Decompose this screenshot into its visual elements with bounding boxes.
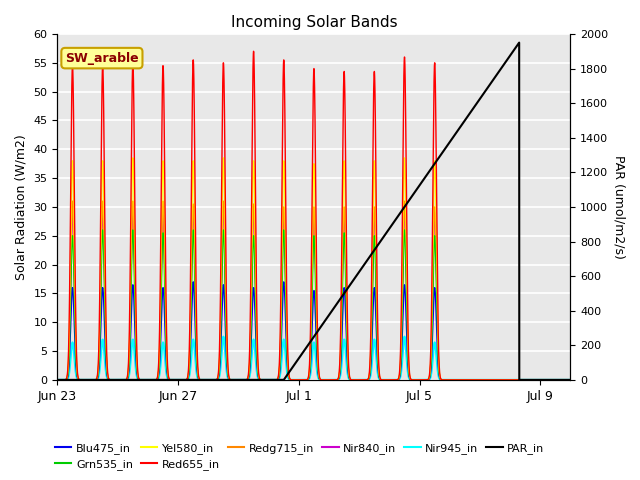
- Legend: Blu475_in, Grn535_in, Yel580_in, Red655_in, Redg715_in, Nir840_in, Nir945_in, PA: Blu475_in, Grn535_in, Yel580_in, Red655_…: [51, 438, 549, 474]
- Y-axis label: Solar Radiation (W/m2): Solar Radiation (W/m2): [15, 134, 28, 280]
- Text: SW_arable: SW_arable: [65, 52, 139, 65]
- Y-axis label: PAR (umol/m2/s): PAR (umol/m2/s): [612, 155, 625, 259]
- Title: Incoming Solar Bands: Incoming Solar Bands: [230, 15, 397, 30]
